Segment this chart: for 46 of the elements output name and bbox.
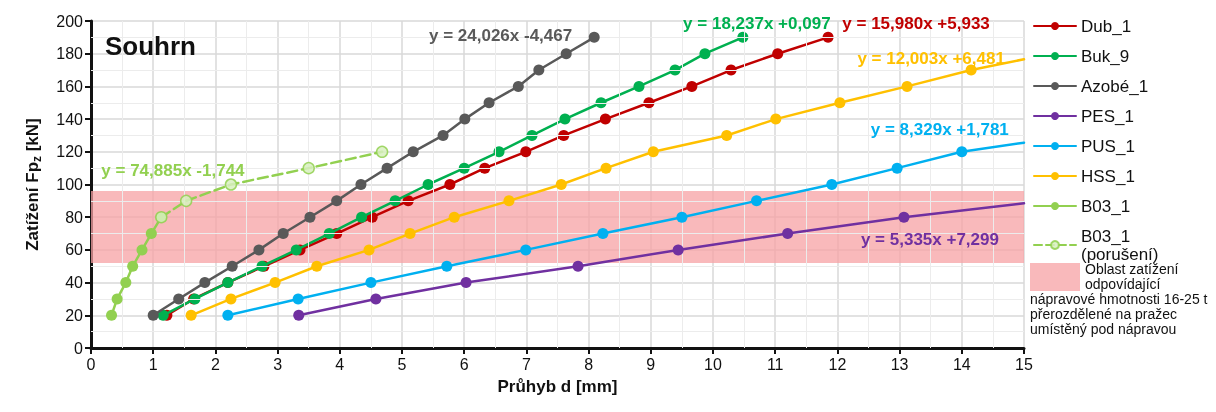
x-tick-label: 15 <box>1015 355 1033 373</box>
annotation: y = 12,003x +6,481 <box>857 48 1005 68</box>
y-tick-label: 40 <box>65 274 84 292</box>
x-tick-label: 2 <box>210 355 220 373</box>
x-tick-label: 0 <box>86 355 96 373</box>
x-tick-label: 12 <box>828 355 847 373</box>
y-tick-label: 100 <box>56 176 84 193</box>
legend-label: Dub_1 <box>1081 16 1132 36</box>
y-tick-label: 200 <box>56 12 84 30</box>
y-tick-label: 80 <box>65 208 84 226</box>
x-tick-label: 10 <box>704 355 722 373</box>
annotation: y = 74,885x -1,744 <box>101 161 246 180</box>
annotation: y = 8,329x +1,781 <box>870 120 1009 140</box>
chart-title: Souhrn <box>105 31 196 61</box>
legend-label: PES_1 <box>1081 106 1134 126</box>
legend-label: PUS_1 <box>1081 136 1135 156</box>
x-tick-label: 8 <box>584 355 594 373</box>
x-tick-label: 7 <box>521 355 531 373</box>
x-tick-label: 6 <box>459 355 469 373</box>
y-tick-label: 0 <box>74 339 84 357</box>
x-tick-label: 9 <box>646 355 656 373</box>
legend-label: B03_1 (porušení) <box>1081 226 1159 264</box>
x-tick-label: 11 <box>766 355 784 373</box>
y-tick-label: 120 <box>56 143 84 161</box>
legend-label: Azobé_1 <box>1081 76 1149 96</box>
legend-label: Buk_9 <box>1081 46 1130 66</box>
y-tick-label: 180 <box>56 45 84 63</box>
legend-label: HSS_1 <box>1081 166 1135 186</box>
x-tick-label: 13 <box>890 355 909 373</box>
y-tick-label: 140 <box>56 110 84 128</box>
y-tick-label: 20 <box>65 306 84 324</box>
legend-label: Oblast zatížení odpovídající nápravové hmotnosti 16-25 t přerozdělené na pražec umístěný pod nápravou <box>1030 261 1208 337</box>
annotation: y = 15,980x +5,933 <box>842 13 990 33</box>
legend-label: B03_1 <box>1081 196 1131 216</box>
y-tick-label: 60 <box>65 241 84 259</box>
x-tick-label: 5 <box>397 355 407 373</box>
annotation: y = 18,237x +0,097 <box>683 13 831 33</box>
x-tick-label: 1 <box>148 355 158 373</box>
x-tick-label: 14 <box>952 355 971 373</box>
x-tick-label: 3 <box>273 355 283 373</box>
y-axis-title: Zatížení Fpz [kN] <box>22 118 44 251</box>
y-tick-label: 160 <box>56 77 84 95</box>
x-axis-title: Průhyb d [mm] <box>497 377 618 396</box>
x-tick-label: 4 <box>335 355 345 373</box>
annotation: y = 24,026x -4,467 <box>428 25 573 45</box>
annotation: y = 5,335x +7,299 <box>860 229 999 249</box>
